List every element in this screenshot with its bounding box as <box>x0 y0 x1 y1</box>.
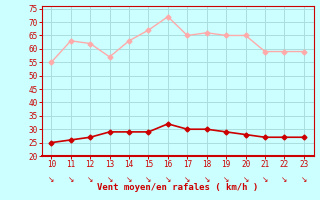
Text: ↘: ↘ <box>145 176 152 184</box>
Text: ↘: ↘ <box>301 176 307 184</box>
X-axis label: Vent moyen/en rafales ( km/h ): Vent moyen/en rafales ( km/h ) <box>97 183 258 192</box>
Text: ↘: ↘ <box>184 176 190 184</box>
Text: ↘: ↘ <box>126 176 132 184</box>
Text: ↘: ↘ <box>243 176 249 184</box>
Text: ↘: ↘ <box>223 176 229 184</box>
Text: ↘: ↘ <box>281 176 288 184</box>
Text: ↘: ↘ <box>68 176 74 184</box>
Text: ↘: ↘ <box>165 176 171 184</box>
Text: ↘: ↘ <box>107 176 113 184</box>
Text: ↘: ↘ <box>204 176 210 184</box>
Text: ↘: ↘ <box>262 176 268 184</box>
Text: ↘: ↘ <box>48 176 54 184</box>
Text: ↘: ↘ <box>87 176 93 184</box>
